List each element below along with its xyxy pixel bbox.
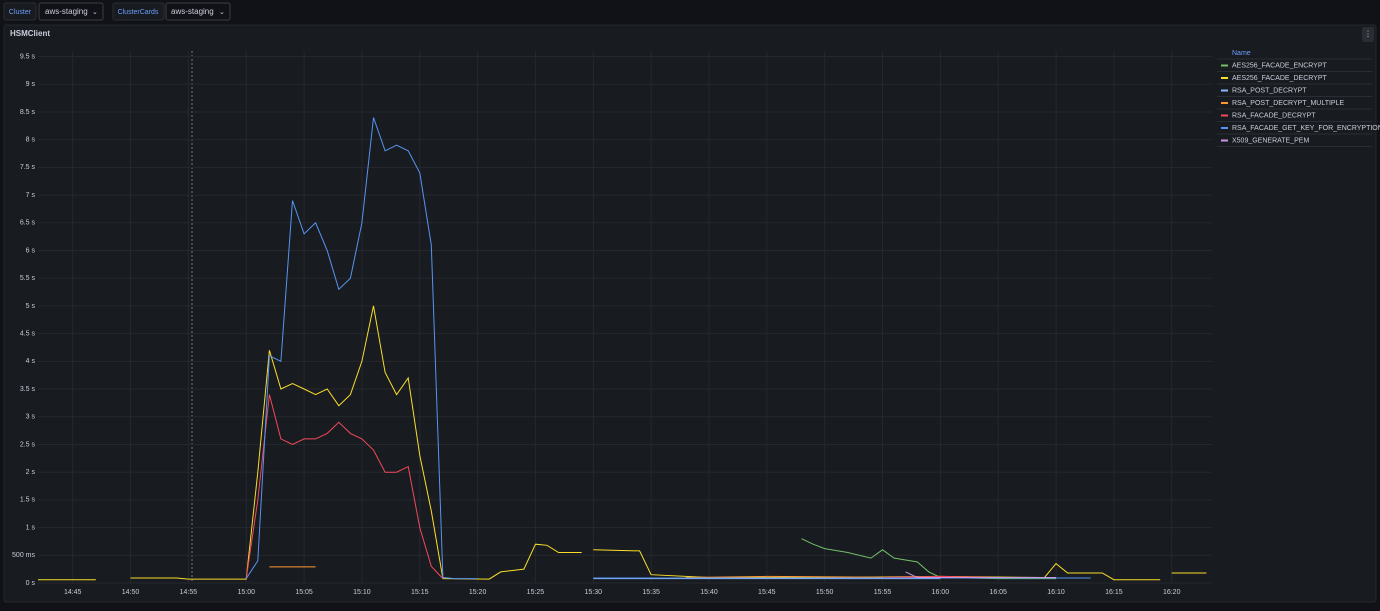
variable-label-box [3,2,37,21]
x-tick-label: 15:10 [353,589,371,596]
legend-title: Name [1232,50,1251,57]
x-tick-label: 14:45 [64,589,82,596]
variable-value[interactable]: aws-staging [45,7,88,16]
variable-value[interactable]: aws-staging [171,7,214,16]
variable-dropdown[interactable] [38,2,104,21]
y-tick-label: 3.5 s [20,386,36,393]
x-tick-label: 15:05 [295,589,313,596]
y-tick-label: 6 s [26,247,36,254]
y-tick-label: 500 ms [12,552,35,559]
series-line [269,566,918,578]
x-tick-label: 16:15 [1105,589,1123,596]
y-tick-label: 1 s [26,524,36,531]
y-tick-label: 8 s [26,137,36,144]
panel-menu[interactable] [1362,27,1374,42]
y-tick-label: 9.5 s [20,53,36,60]
y-tick-label: 2 s [26,469,36,476]
legend-label: AES256_FACADE_ENCRYPT [1232,62,1328,69]
x-tick-label: 16:20 [1163,589,1181,596]
variable-label: Cluster [9,9,32,16]
y-tick-label: 6.5 s [20,220,36,227]
y-tick-label: 5.5 s [20,275,36,282]
x-tick-label: 15:00 [237,589,255,596]
y-tick-label: 2.5 s [20,441,36,448]
x-tick-label: 15:45 [758,589,776,596]
legend-label: RSA_POST_DECRYPT [1232,87,1307,94]
x-tick-label: 14:55 [180,589,198,596]
variable-dropdown[interactable] [165,2,231,21]
dropdown-caret: ⌄ [219,9,225,16]
x-tick-label: 16:00 [932,589,950,596]
panel-menu-icon[interactable]: ⋮ [1364,30,1372,39]
legend-label: RSA_FACADE_DECRYPT [1232,112,1316,119]
legend-label: X509_GENERATE_PEM [1232,137,1309,144]
variable-label: ClusterCards [118,9,159,16]
y-tick-label: 4 s [26,358,36,365]
y-tick-label: 5 s [26,303,36,310]
y-tick-label: 3 s [26,414,36,421]
legend-label: RSA_POST_DECRYPT_MULTIPLE [1232,100,1344,107]
x-tick-label: 15:30 [585,589,603,596]
panel [3,24,1377,603]
variable-label-box [112,2,165,21]
x-tick-label: 15:50 [816,589,834,596]
x-tick-label: 15:55 [874,589,892,596]
x-tick-label: 15:15 [411,589,429,596]
y-tick-label: 0 s [26,580,36,587]
legend-label: RSA_FACADE_GET_KEY_FOR_ENCRYPTION [1232,125,1380,132]
y-tick-label: 1.5 s [20,497,36,504]
series-line [38,305,1207,581]
y-tick-label: 4.5 s [20,330,36,337]
x-tick-label: 16:10 [1047,589,1065,596]
x-tick-label: 15:35 [642,589,660,596]
x-tick-label: 14:50 [122,589,140,596]
series-line [905,571,1056,578]
y-tick-label: 7.5 s [20,164,36,171]
x-tick-label: 16:05 [989,589,1007,596]
panel-title: HSMClient [10,29,50,38]
legend-label: AES256_FACADE_DECRYPT [1232,75,1328,82]
y-tick-label: 8.5 s [20,109,36,116]
x-tick-label: 15:40 [700,589,718,596]
x-tick-label: 15:25 [527,589,545,596]
y-tick-label: 7 s [26,192,36,199]
x-tick-label: 15:20 [469,589,487,596]
y-tick-label: 9 s [26,81,36,88]
dropdown-caret: ⌄ [92,9,98,16]
